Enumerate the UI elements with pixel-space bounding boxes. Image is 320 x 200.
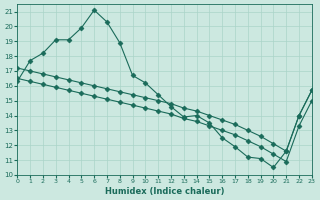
X-axis label: Humidex (Indice chaleur): Humidex (Indice chaleur) [105,187,224,196]
